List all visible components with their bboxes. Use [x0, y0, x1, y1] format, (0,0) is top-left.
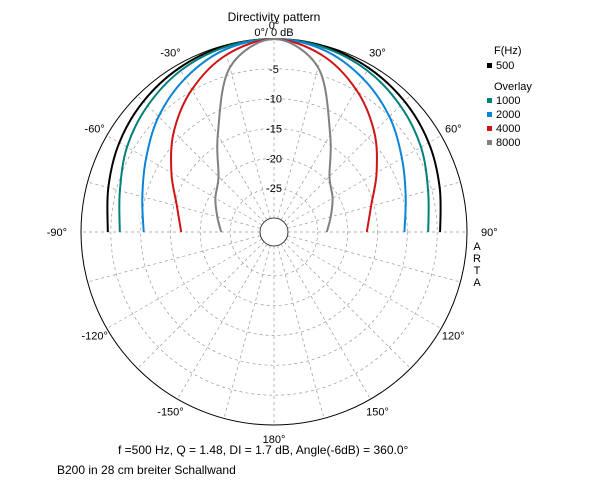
- legend-item-label: 8000: [496, 137, 520, 149]
- grid-spoke: [283, 95, 411, 223]
- legend-swatch: [487, 126, 492, 131]
- grid-ring: [229, 187, 319, 277]
- axis-labels: 0°/ 0 dB -5 -10 -15 -20 -25 0° 30° 60° 90° 120° 150…: [47, 20, 498, 446]
- angle-tick-label: 180°: [263, 434, 286, 446]
- radial-tick-label: -5: [269, 64, 279, 76]
- radial-tick-label: -10: [266, 94, 282, 106]
- grid-spoke: [287, 235, 461, 283]
- legend-f-header: F(Hz): [494, 45, 522, 57]
- grid-spoke: [87, 235, 261, 283]
- legend-item-label: 1000: [496, 95, 520, 107]
- grid-spoke: [223, 45, 271, 219]
- angle-tick-label: -120°: [81, 331, 107, 343]
- grid-spoke: [137, 241, 265, 369]
- angle-tick-label: 30°: [369, 48, 386, 60]
- grid-ring: [199, 157, 349, 307]
- grid-spoke: [106, 135, 263, 226]
- radial-tick-label: -15: [266, 124, 282, 136]
- legend-swatch: [487, 140, 492, 145]
- grid-spoke: [223, 245, 271, 419]
- angle-tick-label: 150°: [366, 406, 389, 418]
- angle-tick-label: -60°: [85, 124, 105, 136]
- grid-ring: [170, 128, 378, 336]
- legend-item-label: 2000: [496, 109, 520, 121]
- inner-circle: [259, 217, 289, 247]
- grid-spoke: [277, 245, 325, 419]
- info-line: f =500 Hz, Q = 1.48, DI = 1.7 dB, Angle(…: [118, 443, 409, 457]
- angle-tick-label: -150°: [157, 406, 183, 418]
- side-label-char: R: [473, 253, 481, 265]
- chart-title: Directivity pattern: [228, 10, 321, 24]
- grid-spoke: [277, 45, 325, 219]
- angle-tick-label: -90°: [47, 227, 67, 239]
- grid-spoke: [137, 95, 265, 223]
- legend-swatch: [487, 63, 492, 68]
- polar-grid: [80, 38, 468, 426]
- legend: F(Hz) 500 Overlay 1000 2000 4000 8000: [487, 45, 532, 149]
- series-line-8000: [214, 37, 334, 233]
- legend-swatch: [487, 112, 492, 117]
- legend-swatch: [487, 98, 492, 103]
- angle-tick-label: 90°: [481, 227, 498, 239]
- side-label-char: T: [474, 265, 481, 277]
- angle-tick-label: 60°: [445, 124, 462, 136]
- grid-ring: [110, 68, 438, 396]
- radial-tick-label: -20: [266, 153, 282, 165]
- legend-overlay-header: Overlay: [494, 81, 532, 93]
- side-label-char: A: [473, 277, 481, 289]
- radial-tick-label: -25: [266, 183, 282, 195]
- series-group: [106, 37, 442, 233]
- grid-ring: [140, 98, 408, 366]
- legend-item-label: 4000: [496, 123, 520, 135]
- top-label: 0°/ 0 dB: [254, 27, 293, 39]
- grid-spoke: [106, 238, 263, 329]
- grid-spoke: [283, 241, 411, 369]
- angle-tick-label: 120°: [442, 331, 465, 343]
- angle-tick-label: 0°: [269, 20, 280, 32]
- side-label-char: A: [473, 241, 481, 253]
- caption: B200 in 28 cm breiter Schallwand: [57, 463, 236, 477]
- legend-item-label: 500: [496, 60, 514, 72]
- angle-tick-label: -30°: [160, 48, 180, 60]
